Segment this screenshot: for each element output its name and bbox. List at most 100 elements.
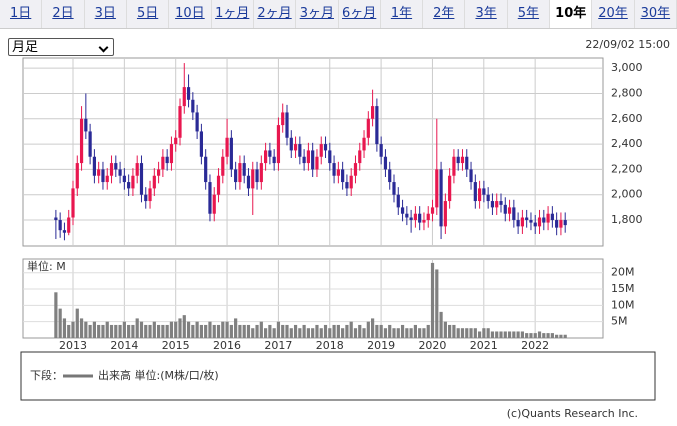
tab[interactable]: 1日 (0, 0, 43, 28)
volume-bar (323, 324, 328, 338)
volume-bar (448, 324, 452, 338)
candle-body (486, 194, 490, 202)
tab[interactable]: 10日 (169, 0, 212, 28)
volume-bar (563, 334, 567, 338)
volume-bar (550, 333, 554, 338)
tab[interactable]: 2年 (423, 0, 466, 28)
tab[interactable]: 20年 (592, 0, 635, 28)
candle-body (448, 175, 452, 202)
volume-bar (482, 328, 486, 338)
tab[interactable]: 30年 (635, 0, 677, 28)
tab[interactable]: 10年 (550, 0, 593, 28)
candle-body (97, 169, 101, 176)
candle-body (306, 150, 310, 164)
tab[interactable]: 5年 (508, 0, 551, 28)
tab[interactable]: 2ヶ月 (254, 0, 297, 28)
y-tick-label: 2,600 (611, 112, 643, 125)
volume-bar (131, 324, 135, 338)
volume-bar (229, 324, 233, 338)
candle-body (439, 169, 443, 227)
volume-bar (182, 315, 186, 338)
volume-bar (332, 324, 336, 338)
unit-label: 単位: M (27, 259, 66, 273)
volume-bar (469, 328, 473, 338)
volume-bar (79, 318, 84, 338)
volume-bar (246, 324, 251, 338)
period-select[interactable]: 月足 (8, 38, 114, 56)
volume-bar (507, 331, 512, 338)
volume-bar (311, 328, 315, 338)
candle-body (443, 201, 447, 227)
volume-bar (242, 324, 246, 338)
volume-bar (426, 324, 430, 338)
timestamp: 22/09/02 15:00 (585, 38, 670, 51)
x-tick-label: 2021 (470, 339, 498, 352)
candle-body (460, 156, 465, 164)
tab[interactable]: 1年 (381, 0, 424, 28)
candle-body (533, 222, 537, 227)
volume-bar (174, 321, 178, 338)
candle-body (537, 217, 542, 227)
tab[interactable]: 3年 (465, 0, 508, 28)
volume-bar (234, 318, 238, 338)
volume-bar (525, 333, 529, 338)
candle-body (216, 175, 221, 195)
candle-body (105, 175, 109, 183)
volume-bar (435, 269, 439, 338)
volume-bar (375, 324, 379, 338)
tab[interactable]: 1ヶ月 (212, 0, 254, 28)
volume-bar (555, 334, 559, 338)
volume-bar (144, 324, 148, 338)
candle-body (465, 156, 469, 170)
volume-bar (118, 324, 122, 338)
candle-body (268, 150, 272, 157)
volume-bar (478, 331, 482, 338)
candle-body (238, 163, 242, 183)
volume-bar (542, 333, 546, 338)
volume-bar (362, 328, 366, 338)
candle-body (345, 182, 349, 189)
legend-label: 出来高 単位:(M株/口/枚) (98, 368, 219, 382)
tab[interactable]: 3ヶ月 (296, 0, 339, 28)
candle-body (426, 213, 430, 221)
tab[interactable]: 3日 (85, 0, 127, 28)
candle-body (452, 156, 456, 176)
tab[interactable]: 5日 (127, 0, 170, 28)
volume-bar (281, 324, 285, 338)
chart: 22/09/02 15:00 下段： 出来高 単位:(M株/口/枚) (c)Qu… (20, 38, 670, 420)
candle-body (362, 137, 366, 151)
volume-bar (84, 321, 88, 338)
candle-body (435, 169, 439, 208)
volume-bar (336, 324, 340, 338)
volume-bar (285, 324, 289, 338)
volume-bar (452, 324, 456, 338)
candle-body (221, 156, 225, 176)
volume-bar (54, 292, 58, 338)
tab[interactable]: 2日 (42, 0, 85, 28)
volume-bar (512, 331, 516, 338)
candle-body (396, 194, 400, 208)
y-tick-label: 2,400 (611, 137, 643, 150)
candle-body (507, 207, 512, 214)
volume-bar (238, 324, 242, 338)
volume-bar (293, 324, 298, 338)
candle-body (559, 220, 563, 228)
volume-bar (315, 324, 319, 338)
candle-body (225, 137, 229, 157)
volume-bar (490, 331, 495, 338)
candle-body (195, 112, 199, 132)
volume-bar (216, 324, 221, 338)
candle-body (546, 213, 550, 223)
x-tick-label: 2016 (213, 339, 241, 352)
candle-body (199, 131, 203, 157)
tab[interactable]: 6ヶ月 (339, 0, 381, 28)
volume-bar (204, 324, 208, 338)
candle-body (366, 118, 370, 138)
candle-body (122, 175, 126, 183)
volume-bar (148, 324, 152, 338)
volume-bar (443, 321, 447, 338)
volume-bar (67, 324, 71, 338)
volume-bar (276, 321, 281, 338)
x-tick-label: 2017 (264, 339, 292, 352)
